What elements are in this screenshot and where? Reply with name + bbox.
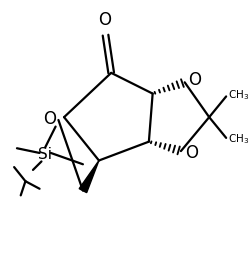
Text: CH$_3$: CH$_3$ [228, 132, 249, 146]
Text: O: O [44, 110, 57, 128]
Text: O: O [185, 144, 198, 162]
Text: CH$_3$: CH$_3$ [228, 88, 249, 102]
Text: Si: Si [38, 147, 52, 162]
Text: O: O [188, 72, 202, 89]
Polygon shape [79, 161, 99, 193]
Text: O: O [98, 11, 111, 29]
